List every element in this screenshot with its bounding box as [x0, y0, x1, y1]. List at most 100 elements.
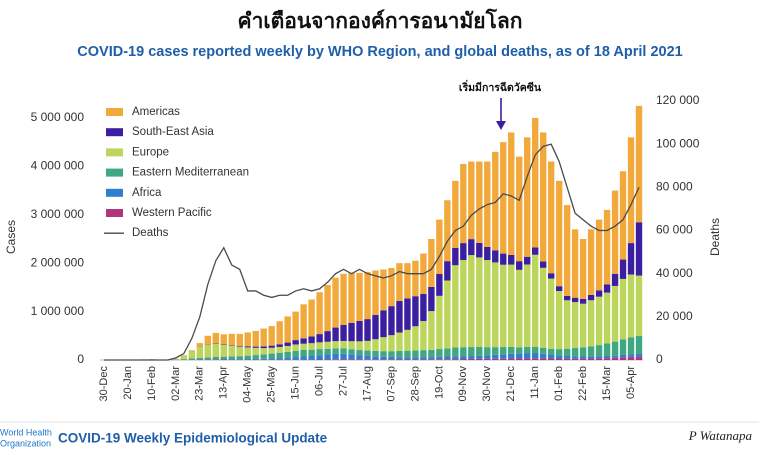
- bar-segment: [284, 316, 290, 342]
- bar-segment: [245, 347, 251, 355]
- bar-segment: [532, 255, 538, 347]
- bar-segment: [532, 247, 538, 254]
- bar-segment: [588, 229, 594, 295]
- bar-segment: [468, 255, 474, 347]
- legend-label: Deaths: [132, 227, 169, 239]
- bar-segment: [460, 243, 466, 260]
- y-axis-label: Cases: [4, 220, 18, 254]
- bar-segment: [492, 359, 498, 360]
- bar-segment: [564, 356, 570, 359]
- annotation: เริ่มมีการฉีดวัคซีน: [459, 79, 542, 94]
- bar-segment: [580, 356, 586, 358]
- bar-segment: [540, 358, 546, 360]
- bar-segment: [332, 359, 338, 360]
- bar-segment: [268, 346, 274, 348]
- bar-segment: [197, 347, 203, 358]
- legend-label: Europe: [132, 146, 169, 158]
- x-tick-label: 28-Sep: [409, 366, 421, 401]
- y-tick-label: 2 000 000: [31, 255, 85, 269]
- bar-segment: [372, 351, 378, 356]
- bar-segment: [604, 343, 610, 356]
- bar-segment: [540, 262, 546, 268]
- bar-segment: [189, 358, 195, 359]
- bar-segment: [284, 346, 290, 352]
- bar-segment: [356, 359, 362, 360]
- bar-segment: [484, 247, 490, 260]
- bar-segment: [356, 350, 362, 355]
- bar-segment: [524, 137, 530, 256]
- y2-tick-label: 100 000: [656, 136, 700, 150]
- bar-segment: [508, 347, 514, 354]
- bar-segment: [428, 359, 434, 360]
- bar-segment: [444, 348, 450, 356]
- bar-segment: [324, 359, 330, 360]
- bar-segment: [205, 345, 211, 358]
- bar-segment: [412, 261, 418, 296]
- bar-segment: [636, 354, 642, 357]
- y-tick-label: 0: [77, 352, 84, 366]
- x-tick-label: 20-Jan: [122, 366, 134, 400]
- x-tick-label: 01-Feb: [553, 366, 565, 401]
- bar-segment: [348, 323, 354, 341]
- bar-segment: [636, 336, 642, 354]
- bar-segment: [205, 357, 211, 359]
- bar-segment: [253, 359, 259, 360]
- bar-segment: [221, 357, 227, 359]
- bar-segment: [468, 162, 474, 240]
- bar-segment: [596, 356, 602, 358]
- bar-segment: [292, 344, 298, 350]
- bar-segment: [364, 351, 370, 356]
- bar-segment: [181, 359, 187, 360]
- bar-segment: [540, 348, 546, 354]
- bar-segment: [468, 347, 474, 356]
- bar-segment: [213, 357, 219, 359]
- bar-segment: [364, 356, 370, 360]
- bar-segment: [524, 257, 530, 265]
- legend-swatch: [106, 148, 123, 156]
- bar-segment: [620, 357, 626, 360]
- bar-segment: [197, 358, 203, 360]
- y2-tick-label: 0: [656, 352, 663, 366]
- bar-segment: [213, 344, 219, 357]
- bar-segment: [300, 344, 306, 350]
- bar-segment: [276, 358, 282, 360]
- bar-segment: [261, 346, 267, 348]
- bar-segment: [276, 347, 282, 353]
- bar-segment: [292, 312, 298, 341]
- bar-segment: [261, 348, 267, 354]
- bar-segment: [340, 325, 346, 341]
- legend-swatch: [106, 209, 123, 217]
- bar-segment: [229, 345, 235, 346]
- y2-tick-label: 80 000: [656, 180, 693, 194]
- bar-segment: [548, 279, 554, 349]
- bar-segment: [548, 358, 554, 360]
- bar-segment: [268, 348, 274, 354]
- bar-segment: [588, 356, 594, 358]
- bar-segment: [612, 358, 618, 360]
- bar-segment: [221, 334, 227, 344]
- bar-segment: [596, 290, 602, 296]
- bar-segment: [540, 354, 546, 359]
- x-tick-label: 04-May: [242, 366, 254, 403]
- bar-segment: [476, 162, 482, 243]
- bar-segment: [588, 300, 594, 346]
- bar-segment: [548, 349, 554, 355]
- x-tick-label: 11-Jan: [529, 366, 541, 399]
- bar-segment: [460, 347, 466, 356]
- x-tick-label: 17-Aug: [361, 366, 373, 401]
- bar-segment: [452, 265, 458, 347]
- legend-swatch: [106, 169, 123, 177]
- bar-segment: [237, 346, 243, 347]
- page-header: คำเตือนจากองค์การอนามัยโลก: [238, 8, 523, 33]
- bar-segment: [580, 304, 586, 348]
- bar-segment: [628, 275, 634, 338]
- bar-segment: [452, 248, 458, 265]
- bar-segment: [356, 341, 362, 350]
- bar-segment: [596, 297, 602, 345]
- bar-segment: [588, 346, 594, 356]
- y2-tick-label: 20 000: [656, 309, 693, 323]
- bar-segment: [572, 298, 578, 302]
- bar-segment: [428, 311, 434, 350]
- bar-segment: [524, 347, 530, 353]
- bar-segment: [380, 269, 386, 310]
